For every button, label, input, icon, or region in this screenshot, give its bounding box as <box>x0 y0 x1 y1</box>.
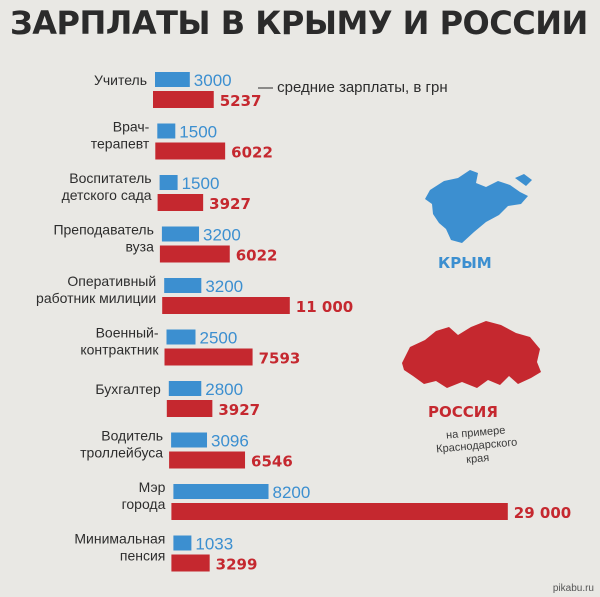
russia-value-label: 3927 <box>218 401 260 419</box>
russia-value-label: 11 000 <box>296 298 353 316</box>
russia-bar <box>166 400 213 417</box>
russia-bar <box>162 297 290 314</box>
russia-value-label: 6022 <box>236 247 278 265</box>
category-label: контрактник <box>80 342 159 358</box>
crimea-value-label: 3200 <box>203 226 241 245</box>
crimea-value-label: 2800 <box>205 380 243 399</box>
category-label: Военный- <box>96 325 159 341</box>
russia-value-label: 7593 <box>259 350 301 368</box>
crimea-value-label: 3200 <box>205 277 243 296</box>
russia-value-label: 6546 <box>251 453 293 471</box>
category-label: Учитель <box>94 72 147 88</box>
russia-value-label: 29 000 <box>514 504 571 522</box>
bars-group: Учитель 3000 5237 Врач-терапевт 1500 6022 Восп… <box>36 71 571 574</box>
crimea-label: КРЫМ <box>438 254 492 272</box>
russia-label: РОССИЯ <box>428 403 498 421</box>
crimea-bar <box>157 123 176 139</box>
russia-bar <box>164 348 253 366</box>
crimea-value-label: 8200 <box>273 483 311 502</box>
category-label: Водитель <box>101 428 163 444</box>
category-label: работник милиции <box>36 290 156 306</box>
crimea-value-label: 1500 <box>179 123 217 142</box>
crimea-bar <box>164 278 202 293</box>
russia-map: РОССИЯ на примере Краснодарского края <box>402 321 541 466</box>
russia-bar <box>171 554 210 572</box>
crimea-bar <box>166 329 196 345</box>
category-label: Преподаватель <box>53 222 153 238</box>
category-label: вуза <box>126 239 155 255</box>
crimea-value-label: 1033 <box>195 535 233 554</box>
crimea-map: КРЫМ <box>425 170 532 272</box>
crimea-value-label: 1500 <box>182 174 220 193</box>
crimea-value-label: 2500 <box>200 329 238 348</box>
russia-bar <box>159 245 230 263</box>
russia-shape <box>402 321 541 388</box>
category-label: пенсия <box>120 548 166 564</box>
category-label: Оперативный <box>67 273 156 289</box>
category-label: Минимальная <box>74 531 165 547</box>
crimea-bar <box>161 226 200 242</box>
crimea-bar <box>159 175 178 190</box>
russia-bar <box>171 503 508 520</box>
source-watermark: pikabu.ru <box>552 583 594 594</box>
crimea-bar <box>168 381 202 396</box>
category-label: города <box>122 496 166 512</box>
crimea-strait-piece <box>515 174 532 186</box>
russia-value-label: 3299 <box>216 556 258 574</box>
russia-value-label: 5237 <box>220 92 262 110</box>
crimea-bar <box>171 432 208 448</box>
crimea-value-label: 3096 <box>211 432 249 451</box>
crimea-bar <box>173 484 269 499</box>
category-label: детского сада <box>62 187 152 203</box>
legend-note: — средние зарплаты, в грн <box>258 79 448 96</box>
russia-bar <box>155 142 226 160</box>
russia-value-label: 3927 <box>209 195 251 213</box>
category-label: Врач- <box>113 119 150 135</box>
category-label: Воспитатель <box>69 170 151 186</box>
russia-bar <box>169 451 246 469</box>
russia-bar <box>157 194 204 211</box>
category-label: Бухгалтер <box>95 381 161 397</box>
crimea-value-label: 3000 <box>194 71 232 90</box>
russia-bar <box>153 91 214 108</box>
russia-value-label: 6022 <box>231 144 273 162</box>
russia-note-3: края <box>466 452 490 466</box>
crimea-bar <box>155 72 190 87</box>
crimea-shape <box>425 170 528 243</box>
category-label: троллейбуса <box>80 445 163 461</box>
crimea-bar <box>173 535 192 551</box>
category-label: терапевт <box>91 136 150 152</box>
russia-note-1: на примере <box>446 424 506 441</box>
page-title: ЗАРПЛАТЫ В КРЫМУ И РОССИИ <box>10 4 588 42</box>
category-label: Мэр <box>139 479 166 495</box>
